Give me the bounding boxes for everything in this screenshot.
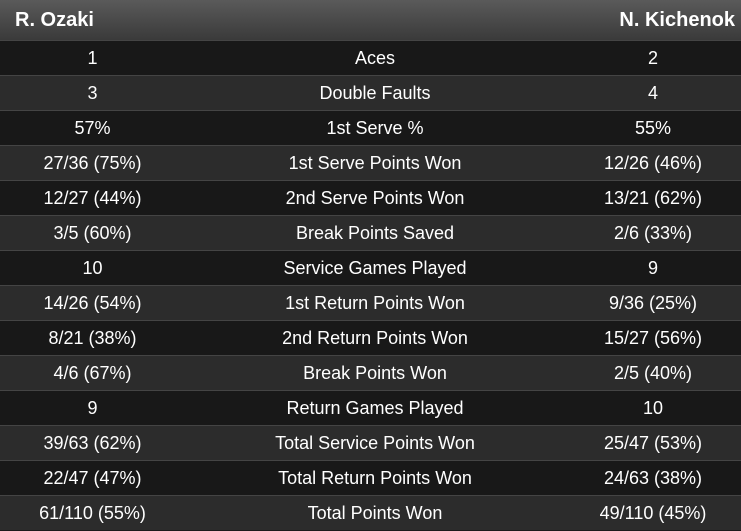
stat-label: 1st Serve % (326, 117, 424, 138)
stat-label: Aces (354, 47, 396, 68)
left-value: 61/110 (55%) (39, 502, 146, 523)
right-value: 4 (647, 82, 658, 103)
player-right: N. Kichenok (619, 8, 735, 31)
stat-label: Total Service Points Won (275, 432, 475, 453)
stat-row: 3/5 (60%) Break Points Saved 2/6 (33%) (0, 215, 741, 250)
left-value: 22/47 (47%) (43, 467, 142, 488)
rows: 1 Aces 2 3 Double Faults 4 57% 1st Serve % 55% 27… (0, 40, 741, 530)
left-value: 14/26 (54%) (43, 292, 142, 313)
left-value: 8/21 (38%) (48, 327, 137, 348)
right-value: 2/5 (40%) (613, 362, 693, 383)
right-value: 15/27 (56%) (603, 327, 703, 348)
stat-label: 2nd Serve Points Won (285, 187, 465, 208)
right-value: 25/47 (53%) (603, 432, 703, 453)
left-value: 3/5 (60%) (53, 222, 132, 243)
stat-label: Break Points Won (303, 362, 447, 383)
stat-label: 1st Serve Points Won (288, 152, 462, 173)
right-value: 49/110 (45%) (599, 502, 707, 523)
left-value: 12/27 (44%) (43, 187, 142, 208)
right-value: 24/63 (38%) (603, 467, 703, 488)
stat-label: Return Games Played (286, 397, 464, 418)
player-left: R. Ozaki (15, 8, 94, 31)
left-value: 3 (87, 82, 98, 103)
stat-row: 10 Service Games Played 9 (0, 250, 741, 285)
right-value: 13/21 (62%) (603, 187, 703, 208)
left-value: 57% (74, 117, 111, 138)
stat-row: 3 Double Faults 4 (0, 75, 741, 110)
stat-row: 9 Return Games Played 10 (0, 390, 741, 425)
stat-label: Total Points Won (307, 502, 443, 523)
header: R. Ozaki N. Kichenok (0, 0, 741, 40)
stat-row: 27/36 (75%) 1st Serve Points Won 12/26 (46… (0, 145, 741, 180)
stat-row: 8/21 (38%) 2nd Return Points Won 15/27 (56… (0, 320, 741, 355)
stat-row: 22/47 (47%) Total Return Points Won 24/63 … (0, 460, 741, 495)
stat-label: Total Return Points Won (278, 467, 472, 488)
stat-label: 1st Return Points Won (285, 292, 465, 313)
stat-label: Double Faults (319, 82, 431, 103)
left-value: 4/6 (67%) (53, 362, 132, 383)
left-value: 39/63 (62%) (43, 432, 142, 453)
stat-row: 61/110 (55%) Total Points Won 49/110 (45%) (0, 495, 741, 530)
left-value: 10 (82, 257, 103, 278)
stat-label: Break Points Saved (295, 222, 455, 243)
right-value: 9 (647, 257, 658, 278)
stat-row: 14/26 (54%) 1st Return Points Won 9/36 (25… (0, 285, 741, 320)
stat-row: 12/27 (44%) 2nd Serve Points Won 13/21 (62… (0, 180, 741, 215)
left-value: 1 (87, 47, 98, 68)
stat-label: 2nd Return Points Won (282, 327, 468, 348)
stat-row: 1 Aces 2 (0, 40, 741, 75)
stat-row: 57% 1st Serve % 55% (0, 110, 741, 145)
right-value: 2 (647, 47, 658, 68)
left-value: 27/36 (75%) (43, 152, 142, 173)
stat-row: 39/63 (62%) Total Service Points Won 25/47… (0, 425, 741, 460)
right-value: 2/6 (33%) (613, 222, 693, 243)
right-value: 12/26 (46%) (603, 152, 703, 173)
stat-label: Service Games Played (283, 257, 467, 278)
right-value: 9/36 (25%) (608, 292, 698, 313)
left-value: 9 (87, 397, 98, 418)
right-value: 10 (642, 397, 664, 418)
right-value: 55% (634, 117, 672, 138)
stat-row: 4/6 (67%) Break Points Won 2/5 (40%) (0, 355, 741, 390)
